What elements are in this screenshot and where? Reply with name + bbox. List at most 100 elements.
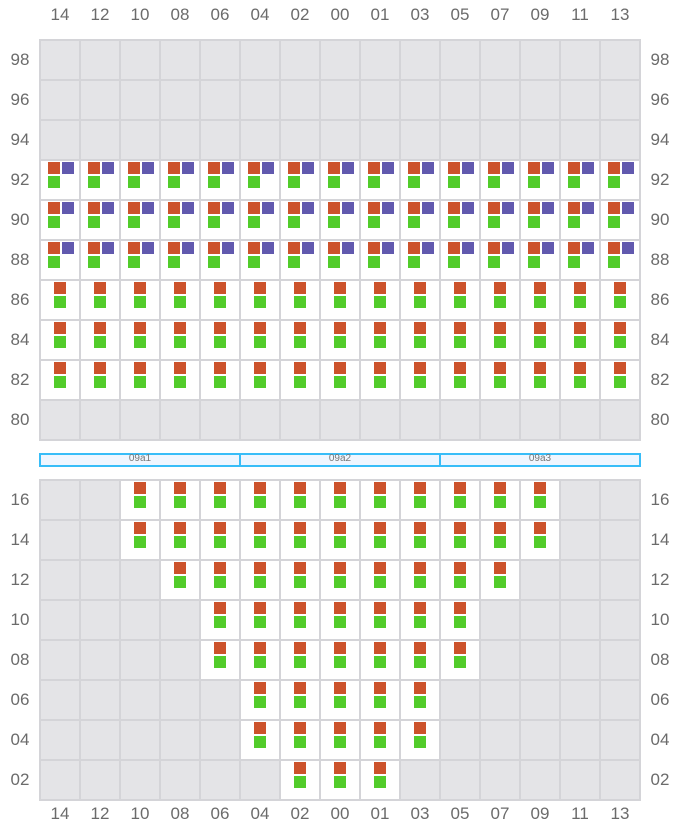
seat-cell[interactable] bbox=[201, 361, 239, 399]
seat-cell[interactable] bbox=[441, 161, 479, 199]
seat-cell[interactable] bbox=[41, 321, 79, 359]
band-09a1[interactable]: 09a1 bbox=[39, 453, 241, 467]
seat-cell[interactable] bbox=[401, 561, 439, 599]
seat-cell[interactable] bbox=[281, 681, 319, 719]
seat-cell[interactable] bbox=[401, 201, 439, 239]
seat-cell[interactable] bbox=[561, 201, 599, 239]
seat-cell[interactable] bbox=[321, 161, 359, 199]
seat-cell[interactable] bbox=[401, 281, 439, 319]
seat-cell[interactable] bbox=[241, 321, 279, 359]
seat-cell[interactable] bbox=[521, 481, 559, 519]
seat-cell[interactable] bbox=[161, 481, 199, 519]
seat-cell[interactable] bbox=[81, 281, 119, 319]
seat-cell[interactable] bbox=[361, 561, 399, 599]
seat-cell[interactable] bbox=[281, 721, 319, 759]
seat-cell[interactable] bbox=[201, 281, 239, 319]
seat-cell[interactable] bbox=[361, 241, 399, 279]
seat-cell[interactable] bbox=[241, 481, 279, 519]
seat-cell[interactable] bbox=[241, 241, 279, 279]
seat-cell[interactable] bbox=[561, 281, 599, 319]
seat-cell[interactable] bbox=[441, 641, 479, 679]
seat-cell[interactable] bbox=[561, 361, 599, 399]
seat-cell[interactable] bbox=[161, 561, 199, 599]
seat-cell[interactable] bbox=[481, 321, 519, 359]
seat-cell[interactable] bbox=[201, 641, 239, 679]
seat-cell[interactable] bbox=[601, 361, 639, 399]
seat-cell[interactable] bbox=[321, 361, 359, 399]
seat-cell[interactable] bbox=[201, 321, 239, 359]
seat-cell[interactable] bbox=[481, 561, 519, 599]
seat-cell[interactable] bbox=[241, 201, 279, 239]
seat-cell[interactable] bbox=[41, 281, 79, 319]
seat-cell[interactable] bbox=[161, 361, 199, 399]
seat-cell[interactable] bbox=[401, 481, 439, 519]
seat-cell[interactable] bbox=[241, 721, 279, 759]
seat-cell[interactable] bbox=[201, 201, 239, 239]
seat-cell[interactable] bbox=[241, 681, 279, 719]
seat-cell[interactable] bbox=[201, 241, 239, 279]
seat-cell[interactable] bbox=[321, 761, 359, 799]
seat-cell[interactable] bbox=[281, 601, 319, 639]
seat-cell[interactable] bbox=[321, 281, 359, 319]
seat-cell[interactable] bbox=[201, 601, 239, 639]
seat-cell[interactable] bbox=[81, 201, 119, 239]
seat-cell[interactable] bbox=[441, 321, 479, 359]
seat-cell[interactable] bbox=[201, 561, 239, 599]
seat-cell[interactable] bbox=[481, 241, 519, 279]
seat-cell[interactable] bbox=[201, 481, 239, 519]
seat-cell[interactable] bbox=[481, 521, 519, 559]
seat-cell[interactable] bbox=[521, 241, 559, 279]
seat-cell[interactable] bbox=[121, 361, 159, 399]
seat-cell[interactable] bbox=[201, 161, 239, 199]
seat-cell[interactable] bbox=[281, 641, 319, 679]
seat-cell[interactable] bbox=[161, 521, 199, 559]
seat-cell[interactable] bbox=[561, 241, 599, 279]
seat-cell[interactable] bbox=[281, 561, 319, 599]
seat-cell[interactable] bbox=[281, 521, 319, 559]
seat-cell[interactable] bbox=[321, 241, 359, 279]
seat-cell[interactable] bbox=[361, 281, 399, 319]
seat-cell[interactable] bbox=[361, 481, 399, 519]
seat-cell[interactable] bbox=[441, 521, 479, 559]
seat-cell[interactable] bbox=[41, 161, 79, 199]
seat-cell[interactable] bbox=[561, 161, 599, 199]
seat-cell[interactable] bbox=[161, 201, 199, 239]
seat-cell[interactable] bbox=[161, 161, 199, 199]
seat-cell[interactable] bbox=[81, 361, 119, 399]
seat-cell[interactable] bbox=[481, 361, 519, 399]
seat-cell[interactable] bbox=[41, 241, 79, 279]
seat-cell[interactable] bbox=[441, 361, 479, 399]
seat-cell[interactable] bbox=[521, 321, 559, 359]
seat-cell[interactable] bbox=[241, 601, 279, 639]
seat-cell[interactable] bbox=[601, 161, 639, 199]
seat-cell[interactable] bbox=[161, 241, 199, 279]
seat-cell[interactable] bbox=[121, 281, 159, 319]
seat-cell[interactable] bbox=[521, 281, 559, 319]
seat-cell[interactable] bbox=[321, 201, 359, 239]
seat-cell[interactable] bbox=[561, 321, 599, 359]
seat-cell[interactable] bbox=[441, 481, 479, 519]
seat-cell[interactable] bbox=[441, 281, 479, 319]
seat-cell[interactable] bbox=[121, 481, 159, 519]
seat-cell[interactable] bbox=[521, 201, 559, 239]
seat-cell[interactable] bbox=[481, 481, 519, 519]
seat-cell[interactable] bbox=[241, 161, 279, 199]
seat-cell[interactable] bbox=[321, 681, 359, 719]
seat-cell[interactable] bbox=[401, 641, 439, 679]
seat-cell[interactable] bbox=[601, 321, 639, 359]
seat-cell[interactable] bbox=[201, 521, 239, 559]
seat-cell[interactable] bbox=[521, 521, 559, 559]
seat-cell[interactable] bbox=[281, 481, 319, 519]
seat-cell[interactable] bbox=[481, 201, 519, 239]
seat-cell[interactable] bbox=[161, 321, 199, 359]
seat-cell[interactable] bbox=[281, 161, 319, 199]
seat-cell[interactable] bbox=[321, 521, 359, 559]
seat-cell[interactable] bbox=[281, 361, 319, 399]
seat-cell[interactable] bbox=[321, 561, 359, 599]
seat-cell[interactable] bbox=[41, 361, 79, 399]
seat-cell[interactable] bbox=[121, 201, 159, 239]
seat-cell[interactable] bbox=[481, 161, 519, 199]
seat-cell[interactable] bbox=[321, 601, 359, 639]
seat-cell[interactable] bbox=[281, 761, 319, 799]
seat-cell[interactable] bbox=[321, 481, 359, 519]
